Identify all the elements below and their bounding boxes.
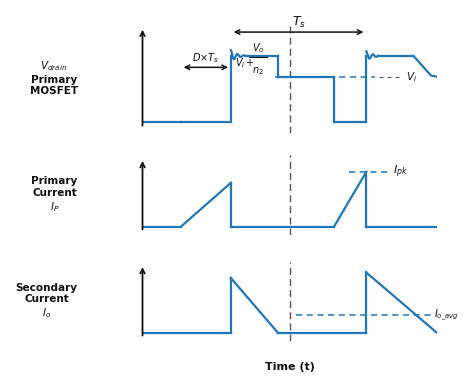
Text: $I_{pk}$: $I_{pk}$	[393, 164, 408, 180]
Text: $T_s$: $T_s$	[292, 15, 305, 30]
Text: $D × T_s$: $D × T_s$	[192, 52, 219, 65]
Text: $V_{i}+$: $V_{i}+$	[235, 56, 255, 70]
Text: – – –  V$_i$: – – – V$_i$	[378, 70, 418, 83]
Text: $V_{drain}$
Primary
MOSFET: $V_{drain}$ Primary MOSFET	[29, 59, 78, 96]
Text: Time (t): Time (t)	[265, 362, 314, 372]
Text: $n_2$: $n_2$	[252, 65, 264, 77]
Text: $V_o$: $V_o$	[252, 41, 265, 55]
Text: $I_{o\_avg}$: $I_{o\_avg}$	[434, 307, 459, 323]
Text: Primary
Current
$I_P$: Primary Current $I_P$	[31, 177, 78, 214]
Text: Secondary
Current
$I_o$: Secondary Current $I_o$	[16, 283, 78, 320]
